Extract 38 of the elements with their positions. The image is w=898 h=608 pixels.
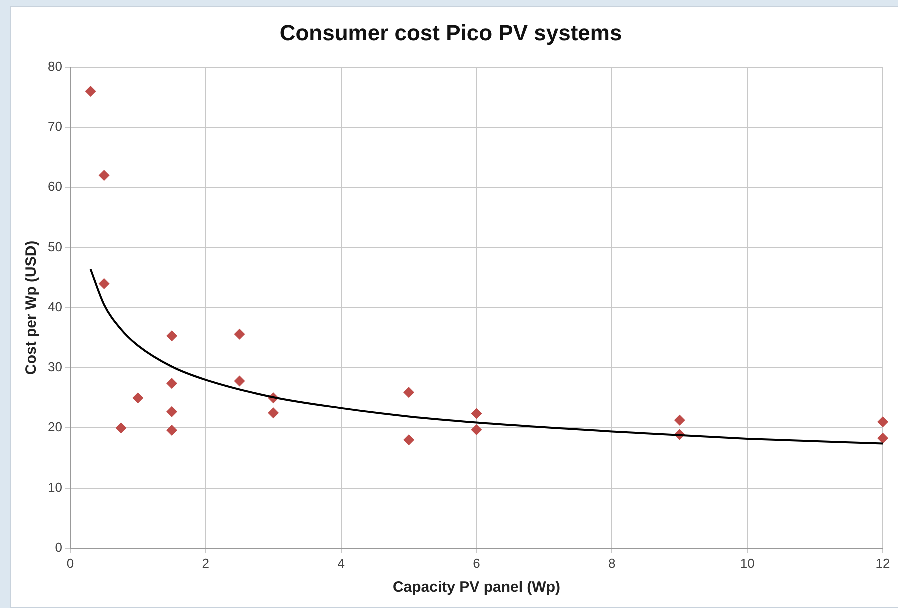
x-tick-label: 12 (876, 556, 890, 571)
point (166, 406, 178, 418)
y-tick-label: 80 (48, 58, 62, 74)
point (234, 376, 246, 387)
point (166, 378, 178, 390)
x-tick-label: 2 (202, 556, 210, 571)
point (166, 330, 178, 342)
x-tick-label: 10 (740, 556, 755, 571)
x-tick-label: 0 (66, 556, 74, 571)
y-tick-label: 70 (48, 119, 62, 134)
point (98, 170, 110, 182)
point (471, 408, 482, 420)
point (116, 422, 127, 434)
x-tick-label: 6 (473, 556, 480, 571)
x-axis-title: Capacity PV panel (Wp) (392, 579, 560, 596)
y-tick-label: 0 (55, 540, 62, 555)
point (234, 328, 246, 340)
point (404, 434, 415, 446)
point (674, 414, 686, 426)
x-tick-label: 4 (338, 556, 345, 571)
point (166, 425, 178, 436)
y-tick-label: 30 (48, 360, 62, 375)
chart-title: Consumer cost Pico PV systems (280, 20, 622, 46)
y-tick-label: 60 (48, 179, 62, 194)
y-tick-label: 50 (48, 239, 62, 254)
point (98, 278, 110, 290)
point (471, 424, 482, 436)
point (268, 408, 280, 419)
point (404, 387, 415, 398)
point (878, 416, 888, 428)
y-tick-label: 10 (48, 480, 62, 495)
point (85, 86, 96, 97)
y-tick-label: 20 (48, 420, 62, 435)
y-tick-label: 40 (48, 299, 62, 314)
x-tick-label: 8 (608, 556, 616, 571)
point (878, 432, 888, 444)
y-axis-title: Cost per Wp (USD) (23, 240, 40, 375)
point (132, 392, 144, 404)
